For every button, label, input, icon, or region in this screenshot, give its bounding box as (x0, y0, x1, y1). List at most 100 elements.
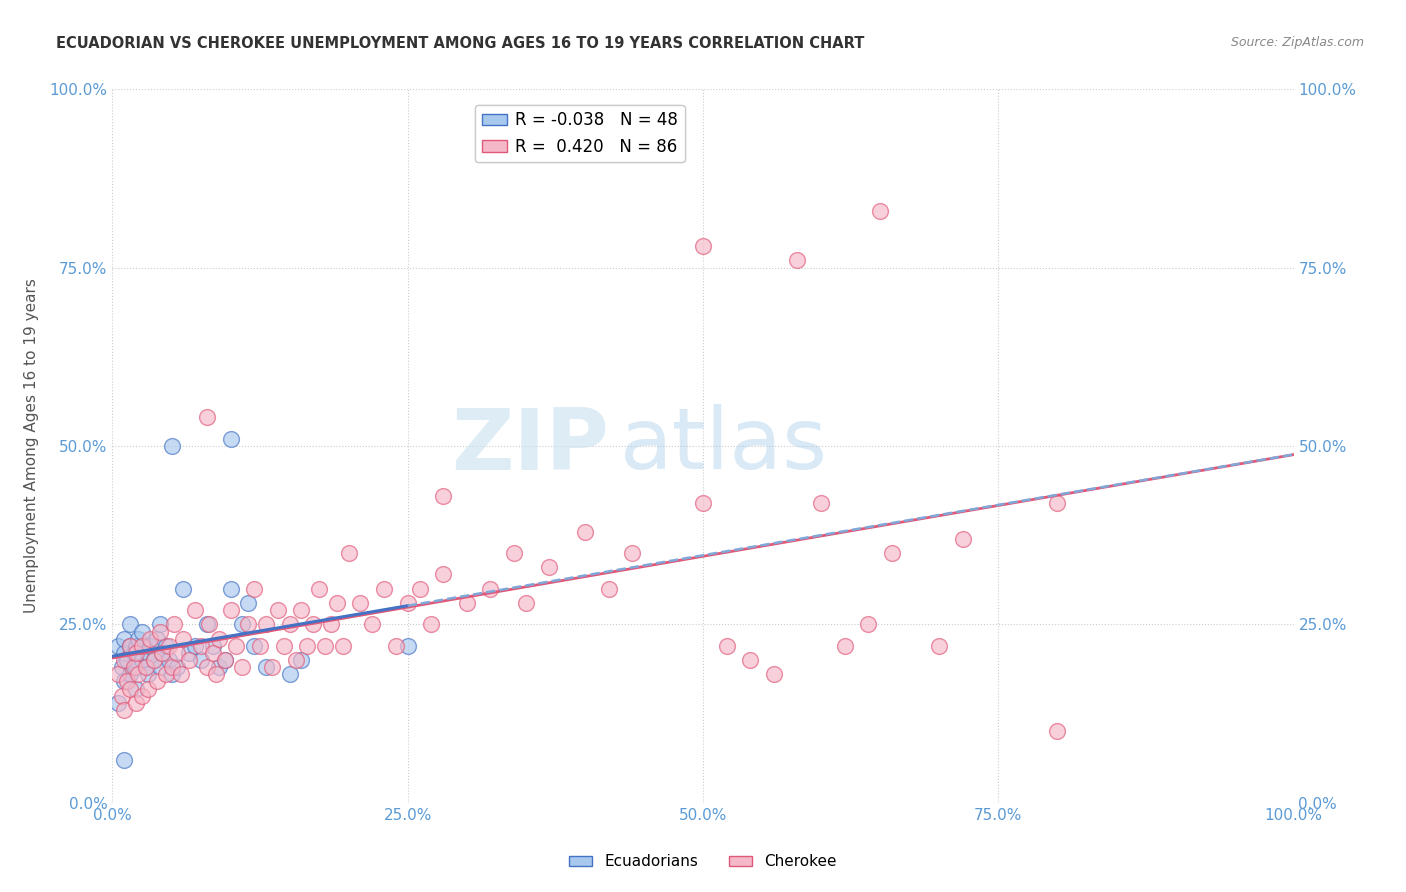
Point (238, 617, 260, 632)
Point (869, 203, 891, 218)
Point (254, 617, 277, 632)
Point (125, 681, 148, 696)
Point (198, 617, 221, 632)
Point (155, 667, 177, 681)
Point (190, 653, 212, 667)
Point (284, 653, 307, 667)
Point (170, 667, 193, 681)
Point (249, 639, 271, 653)
Point (179, 646, 201, 660)
Point (149, 660, 172, 674)
Point (243, 582, 266, 596)
Point (135, 660, 157, 674)
Point (142, 653, 165, 667)
Point (136, 646, 159, 660)
Point (290, 653, 312, 667)
Point (195, 660, 218, 674)
Point (254, 660, 277, 674)
Text: ZIP: ZIP (451, 404, 609, 488)
Point (107, 696, 129, 710)
Point (238, 596, 260, 610)
Point (928, 639, 950, 653)
Point (157, 653, 180, 667)
Point (598, 582, 620, 596)
Point (290, 603, 312, 617)
Point (385, 639, 408, 653)
Point (373, 582, 395, 596)
Point (139, 632, 162, 646)
Point (219, 432, 242, 446)
Point (278, 617, 301, 632)
Point (538, 560, 561, 574)
Point (302, 617, 325, 632)
Point (136, 667, 159, 681)
Point (190, 639, 212, 653)
Point (834, 639, 856, 653)
Point (160, 439, 183, 453)
Point (208, 632, 231, 646)
Point (120, 617, 142, 632)
Point (184, 639, 207, 653)
Point (195, 617, 218, 632)
Point (122, 646, 145, 660)
Point (762, 667, 785, 681)
Point (112, 653, 135, 667)
Point (127, 632, 149, 646)
Point (149, 617, 172, 632)
Point (208, 660, 231, 674)
Point (201, 639, 224, 653)
Point (139, 639, 162, 653)
Point (157, 639, 180, 653)
Point (172, 632, 194, 646)
Point (120, 681, 142, 696)
Point (740, 653, 762, 667)
Point (297, 639, 319, 653)
Point (361, 617, 384, 632)
Point (125, 639, 148, 653)
Point (219, 582, 242, 596)
Point (810, 496, 832, 510)
Point (420, 617, 443, 632)
Point (858, 617, 880, 632)
Point (278, 667, 301, 681)
Point (432, 489, 454, 503)
Point (205, 667, 228, 681)
Point (503, 546, 526, 560)
Point (120, 667, 142, 681)
Point (112, 674, 135, 689)
Point (135, 660, 157, 674)
Point (231, 617, 253, 632)
Point (515, 596, 537, 610)
Point (184, 603, 207, 617)
Point (111, 660, 134, 674)
Point (337, 546, 360, 560)
Point (214, 653, 236, 667)
Point (112, 632, 135, 646)
Point (111, 689, 134, 703)
Point (125, 660, 148, 674)
Point (408, 582, 430, 596)
Point (136, 681, 159, 696)
Point (214, 653, 236, 667)
Point (314, 639, 336, 653)
Point (115, 674, 138, 689)
Point (574, 524, 596, 539)
Point (692, 496, 714, 510)
Point (308, 582, 330, 596)
Point (267, 603, 290, 617)
Point (163, 617, 186, 632)
Point (621, 546, 644, 560)
Point (273, 639, 295, 653)
Point (396, 596, 419, 610)
Point (112, 646, 135, 660)
Point (219, 603, 242, 617)
Point (112, 703, 135, 717)
Point (131, 653, 153, 667)
Point (155, 639, 177, 653)
Point (112, 753, 135, 767)
Text: ECUADORIAN VS CHEROKEE UNEMPLOYMENT AMONG AGES 16 TO 19 YEARS CORRELATION CHART: ECUADORIAN VS CHEROKEE UNEMPLOYMENT AMON… (56, 36, 865, 51)
Y-axis label: Unemployment Among Ages 16 to 19 years: Unemployment Among Ages 16 to 19 years (24, 278, 38, 614)
Point (127, 667, 149, 681)
Point (115, 653, 138, 667)
Point (160, 667, 183, 681)
